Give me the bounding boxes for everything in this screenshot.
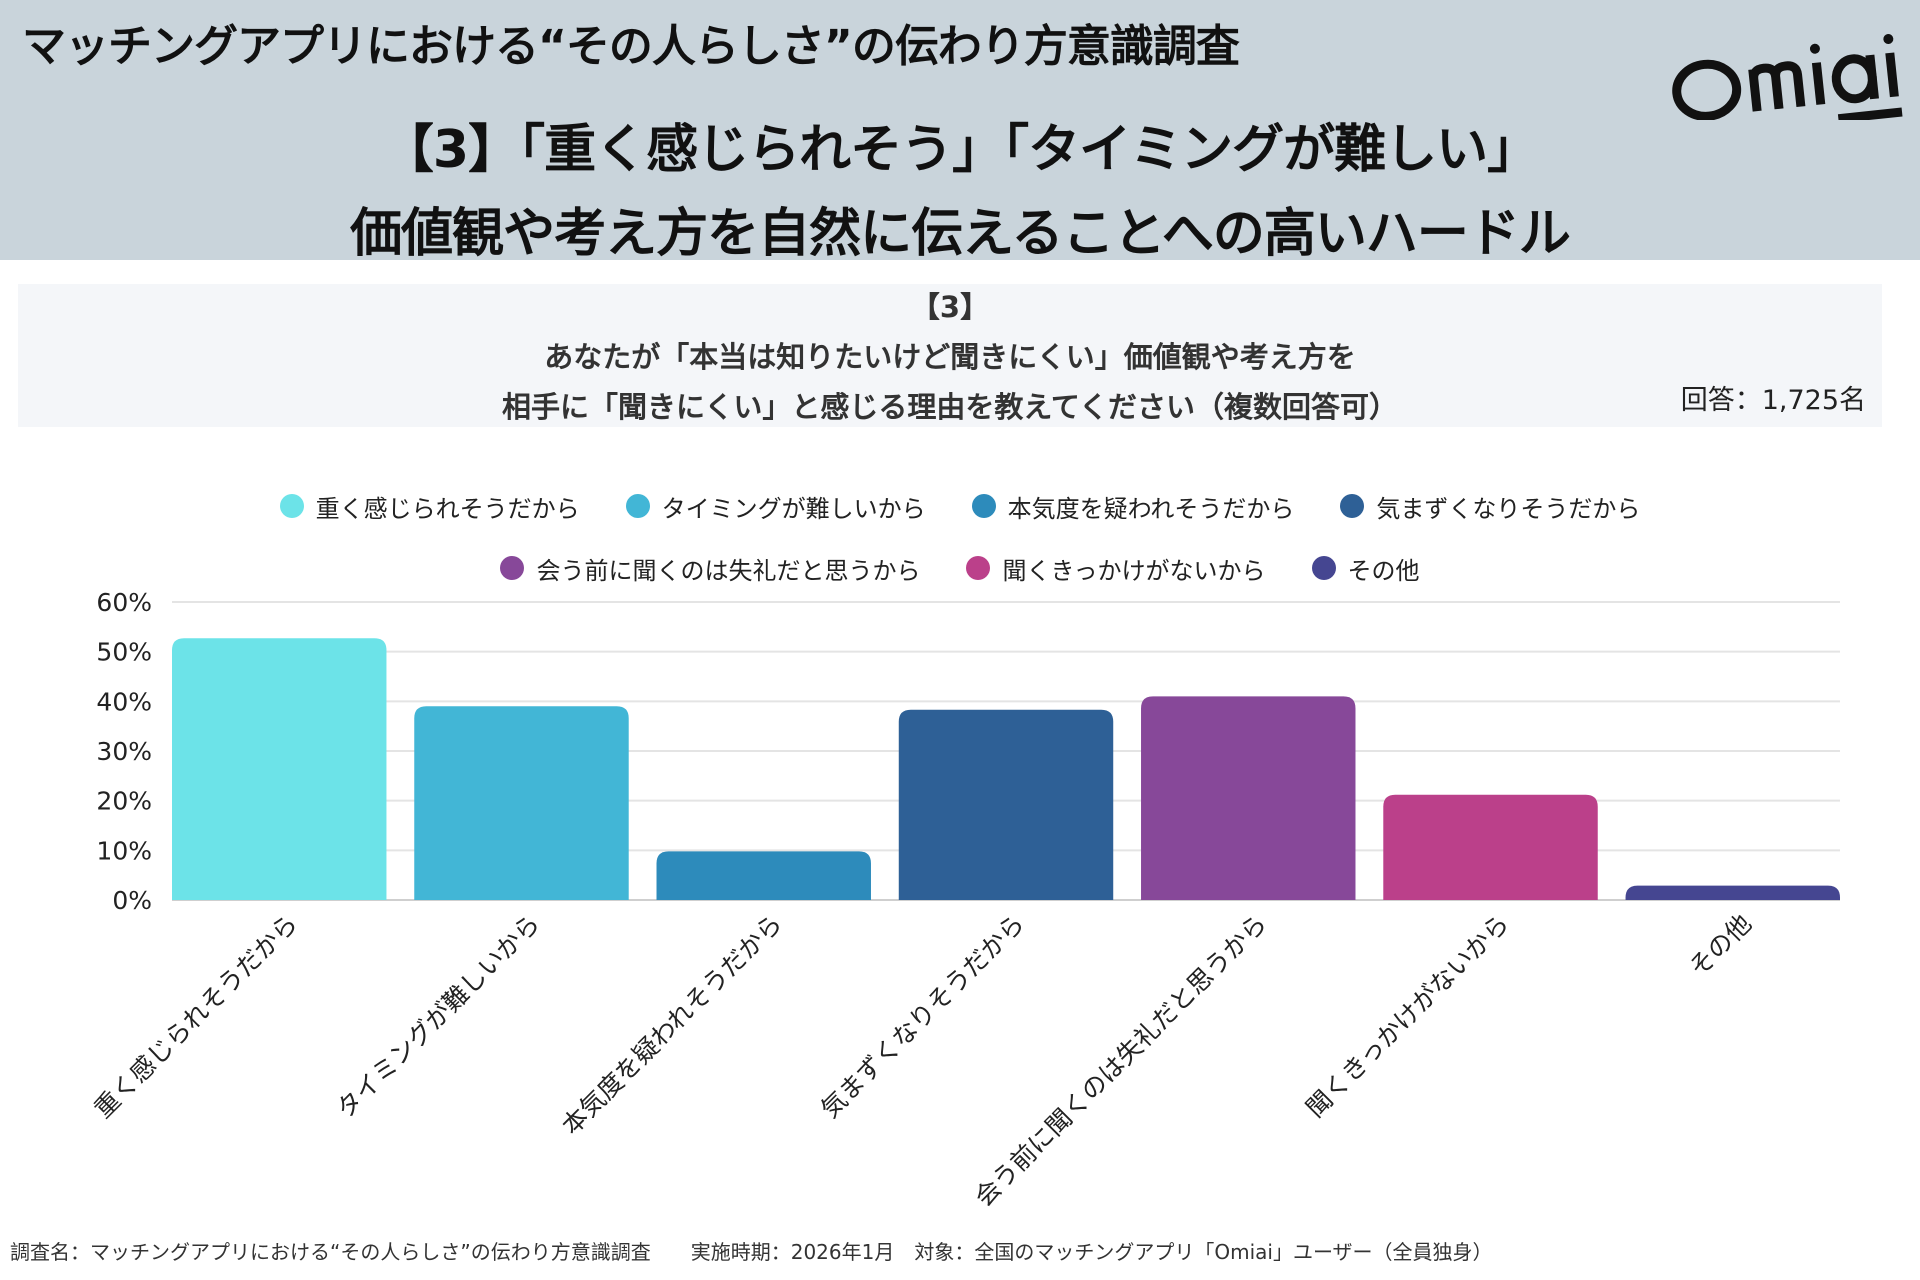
survey-title: マッチングアプリにおける“その人らしさ”の伝わり方意識調査 xyxy=(22,21,1240,72)
bar xyxy=(1383,794,1598,900)
x-tick-label: 本気度を疑われそうだから xyxy=(556,909,788,1141)
legend-label: 気まずくなりそうだから xyxy=(1376,494,1641,523)
question-box: 【3】 あなたが「本当は知りたいけど聞きにくい」価値観や考え方を 相手に「聞きに… xyxy=(18,284,1882,427)
respondent-count: 回答：1,725名 xyxy=(1680,385,1866,416)
bar-chart: 0% 10% 20% 30% 40% 50% 60% 重く感じられそうだから タイミングが難しい… xyxy=(88,588,1840,1212)
header-banner: マッチングアプリにおける“その人らしさ”の伝わり方意識調査 【3】「重く感じられ… xyxy=(0,0,1920,264)
headline-line-1: 【3】「重く感じられそう」「タイミングが難しい」 xyxy=(381,120,1539,180)
omiai-logo xyxy=(1672,34,1903,120)
headline: 【3】「重く感じられそう」「タイミングが難しい」 価値観や考え方を自然に伝えるこ… xyxy=(0,108,1920,276)
bar xyxy=(414,706,629,900)
legend-item: 会う前に聞くのは失礼だと思うから xyxy=(500,551,920,586)
legend: 重く感じられそうだから タイミングが難しいから 本気度を疑われそうだから 気まずくなり… xyxy=(0,475,1920,599)
legend-item: タイミングが難しいから xyxy=(625,489,926,524)
x-tick-label: タイミングが難しいから xyxy=(331,909,546,1124)
x-tick-label: その他 xyxy=(1683,909,1757,983)
legend-label: その他 xyxy=(1347,556,1420,585)
legend-swatch xyxy=(971,494,996,518)
headline-line-2: 価値観や考え方を自然に伝えることへの高いハードル xyxy=(350,204,1571,264)
legend-label: 重く感じられそうだから xyxy=(315,494,580,523)
legend-swatch xyxy=(966,556,991,580)
bar xyxy=(172,638,387,900)
legend-item: 聞くきっかけがないから xyxy=(966,551,1266,586)
legend-item: 気まずくなりそうだから xyxy=(1340,489,1640,524)
legend-swatch xyxy=(500,556,525,580)
legend-label: タイミングが難しいから xyxy=(661,494,926,523)
bar xyxy=(898,709,1114,900)
y-tick-label: 50% xyxy=(96,638,152,667)
x-tick-label: 聞くきっかけがないから xyxy=(1300,909,1514,1123)
question-line-1: あなたが「本当は知りたいけど聞きにくい」価値観や考え方を xyxy=(544,340,1356,374)
y-tick-label: 40% xyxy=(96,687,152,716)
question-number: 【3】 xyxy=(910,290,990,324)
legend-label: 聞くきっかけがないから xyxy=(1002,556,1266,585)
legend-swatch xyxy=(1311,556,1336,580)
bar xyxy=(656,851,871,900)
footer-note: 調査名：マッチングアプリにおける“その人らしさ”の伝わり方意識調査 実施時期：2… xyxy=(10,1240,1493,1264)
bar xyxy=(1141,696,1356,900)
x-tick-label: 重く感じられそうだから xyxy=(88,909,303,1124)
legend-item: 重く感じられそうだから xyxy=(279,489,580,524)
legend-swatch xyxy=(625,494,650,518)
legend-label: 会う前に聞くのは失礼だと思うから xyxy=(536,556,921,585)
legend-swatch xyxy=(279,494,304,518)
legend-item: 本気度を疑われそうだから xyxy=(971,489,1295,524)
x-tick-label: 気まずくなりそうだから xyxy=(815,909,1030,1124)
y-tick-label: 10% xyxy=(96,836,152,865)
bar xyxy=(1625,885,1840,900)
question-line-2: 相手に「聞きにくい」と感じる理由を教えてください（複数回答可） xyxy=(501,390,1399,424)
y-tick-label: 20% xyxy=(96,787,152,816)
legend-label: 本気度を疑われそうだから xyxy=(1007,494,1295,523)
x-tick-label: 会う前に聞くのは失礼だと思うから xyxy=(969,909,1272,1212)
y-tick-label: 30% xyxy=(96,737,152,766)
y-tick-label: 60% xyxy=(96,588,152,617)
legend-swatch xyxy=(1340,494,1365,518)
y-tick-label: 0% xyxy=(112,886,152,915)
legend-item: その他 xyxy=(1311,551,1420,586)
